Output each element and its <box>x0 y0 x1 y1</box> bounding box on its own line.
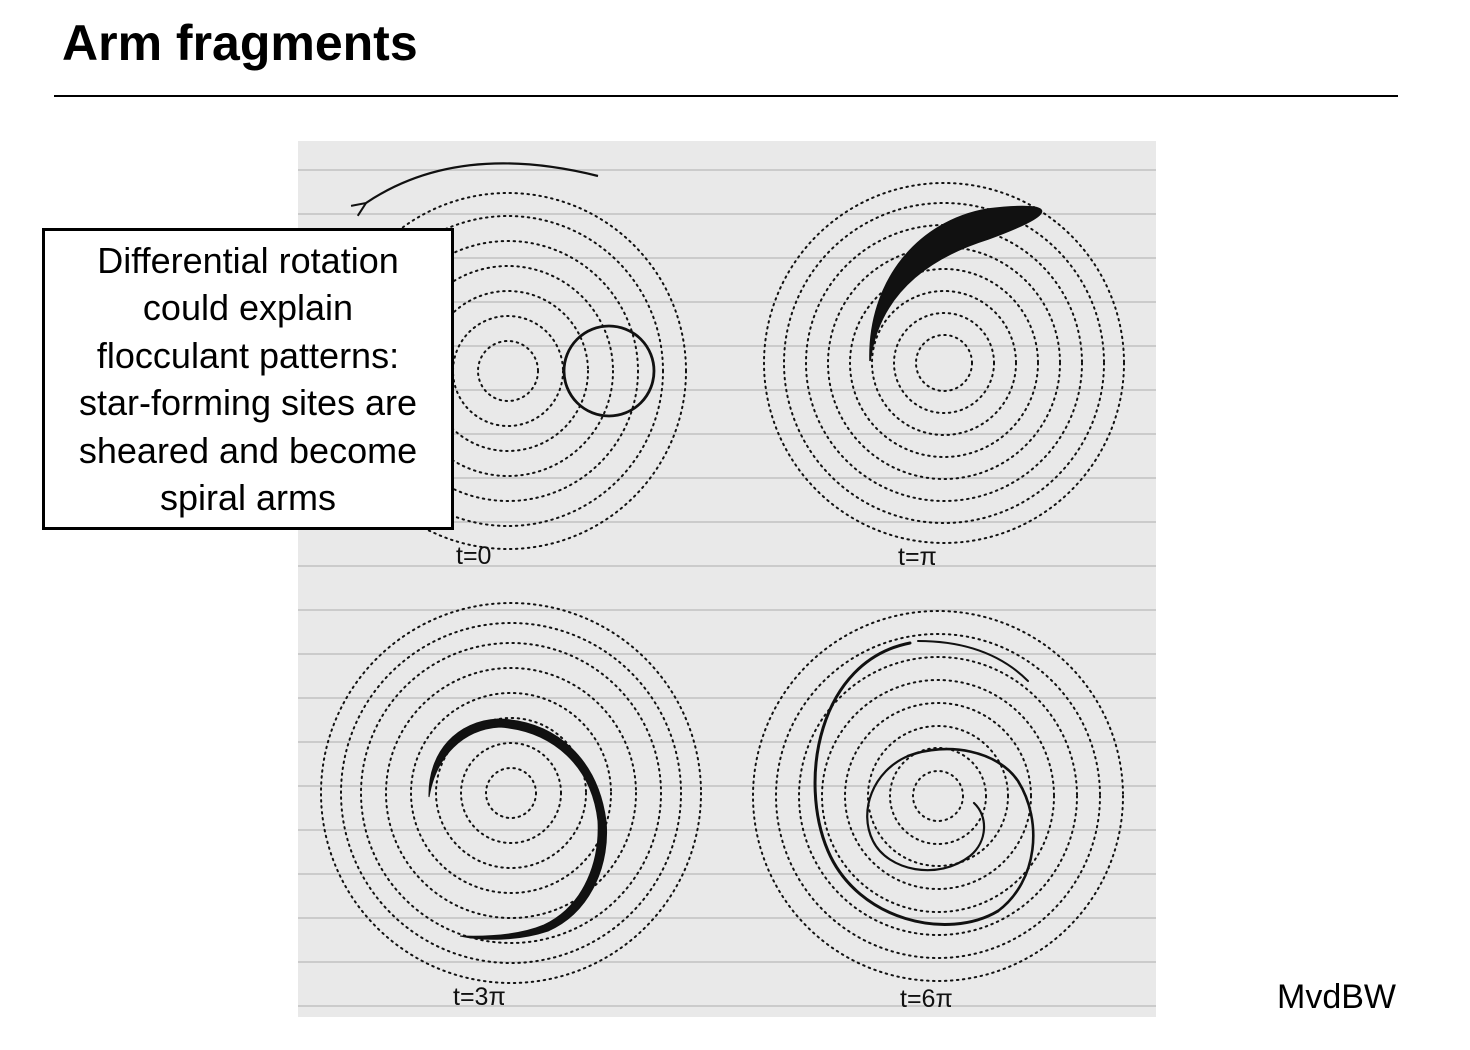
panel-t-pi: t=π <box>763 182 1125 571</box>
time-label-t0: t=0 <box>456 542 491 570</box>
orbit-circles <box>320 602 702 984</box>
rotation-arrow <box>366 162 599 203</box>
callout-line: sheared and become <box>78 429 418 471</box>
title-divider <box>54 95 1398 97</box>
time-label-t-3pi: t=3π <box>453 983 506 1011</box>
sheared-arm <box>428 718 608 940</box>
sheared-arm <box>869 205 1043 362</box>
callout-line: star-forming sites are <box>78 382 418 423</box>
panel-t0: t=0 <box>329 162 687 570</box>
callout-line: flocculant patterns: <box>96 334 400 376</box>
callout-line: Differential rotation <box>97 239 399 281</box>
credit-text: MvdBW <box>1277 978 1396 1016</box>
slide-title: Arm fragments <box>62 15 418 71</box>
callout-line: could explain <box>142 287 354 328</box>
panel-t-3pi: t=3π <box>320 602 702 1011</box>
time-label-t-pi: t=π <box>898 543 937 571</box>
panel-t-6pi: t=6π <box>752 610 1124 1013</box>
sheared-arm <box>813 640 1035 926</box>
star-forming-region <box>562 324 656 418</box>
time-label-t-6pi: t=6π <box>900 985 953 1013</box>
callout-line: spiral arms <box>159 477 337 518</box>
callout-box: Differential rotation could explain floc… <box>42 228 454 530</box>
background-text <box>298 169 1156 1007</box>
callout-text: Differential rotation could explain floc… <box>79 237 417 522</box>
orbit-circles <box>752 610 1124 982</box>
